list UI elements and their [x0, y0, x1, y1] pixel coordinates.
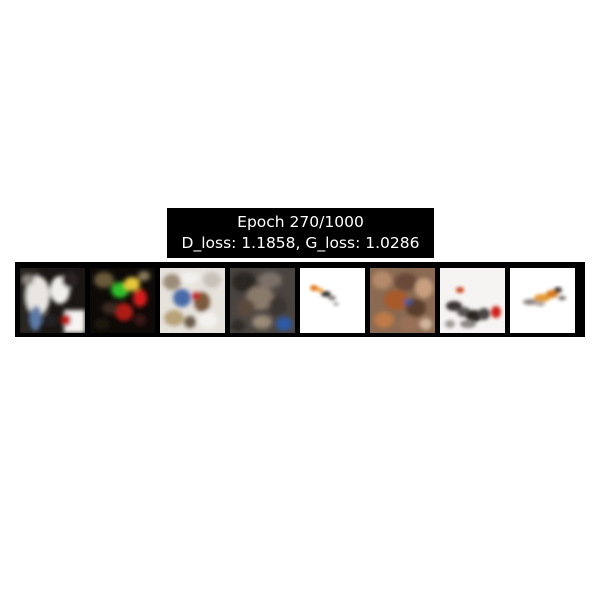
- generated-sample-3: [160, 268, 225, 333]
- generated-sample-6-image: [370, 268, 435, 333]
- generated-sample-3-image: [160, 268, 225, 333]
- generated-sample-1: [20, 268, 85, 333]
- loss-label: D_loss: 1.1858, G_loss: 1.0286: [181, 234, 420, 252]
- generated-sample-7-image: [440, 268, 505, 333]
- generated-sample-8-image: [510, 268, 575, 333]
- generated-sample-4-image: [230, 268, 295, 333]
- generated-sample-7: [440, 268, 505, 333]
- generated-sample-8: [510, 268, 575, 333]
- generated-sample-6: [370, 268, 435, 333]
- figure-title: Epoch 270/1000 D_loss: 1.1858, G_loss: 1…: [167, 208, 434, 258]
- generated-sample-5-image: [300, 268, 365, 333]
- generated-sample-2: [90, 268, 155, 333]
- generated-sample-1-image: [20, 268, 85, 333]
- epoch-label: Epoch 270/1000: [237, 213, 364, 231]
- generated-sample-4: [230, 268, 295, 333]
- sample-strip: [15, 262, 585, 337]
- generated-sample-5: [300, 268, 365, 333]
- generated-sample-2-image: [90, 268, 155, 333]
